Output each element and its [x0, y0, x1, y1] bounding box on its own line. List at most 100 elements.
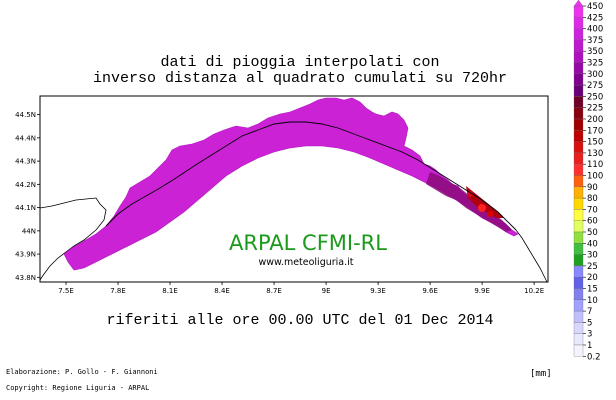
x-tick-label: 8.7E	[266, 287, 282, 295]
legend-color-band	[573, 197, 584, 210]
x-tick-label: 9.9E	[474, 287, 490, 295]
x-tick-label: 8.4E	[214, 287, 230, 295]
y-tick-label: 44N	[22, 227, 36, 235]
legend-color-band	[573, 288, 584, 300]
legend-level-label: 250	[587, 92, 603, 102]
legend-color-band	[573, 322, 584, 334]
legend-level-label: 15	[587, 285, 598, 295]
unit-label: [mm]	[530, 369, 552, 379]
legend-level-label: 425	[587, 13, 603, 23]
legend-color-band	[573, 152, 584, 165]
legend-color-band	[573, 299, 584, 312]
legend-color-band	[573, 209, 584, 221]
legend-color-band	[573, 107, 584, 120]
y-axis-ticks: 44.5N 44.4N 44.3N 44.2N 44.1N 44N 43.9N 43.8N	[15, 111, 40, 282]
legend-level-label: 225	[587, 104, 603, 114]
legend-level-label: 5	[587, 318, 592, 328]
credit-copyright: Copyright: Regione Liguria - ARPAL	[6, 384, 150, 392]
legend-color-band	[573, 164, 584, 176]
x-tick-label: 9E	[322, 287, 331, 295]
legend-color-band	[573, 220, 584, 233]
legend-level-label: 40	[587, 239, 598, 249]
legend-color-band	[573, 175, 584, 187]
y-tick-label: 44.1N	[15, 204, 36, 212]
legend-color-band	[573, 28, 584, 41]
legend-level-label: 170	[587, 126, 603, 136]
legend-color-band	[573, 96, 584, 108]
legend-color-band	[573, 333, 584, 346]
legend-level-label: 10	[587, 296, 598, 306]
legend-color-band	[573, 73, 584, 86]
legend-level-label: 325	[587, 59, 603, 69]
watermark-title: ARPAL CFMI-RL	[229, 231, 387, 255]
map-title-line-1: dati di pioggia interpolati con	[160, 54, 440, 71]
y-tick-label: 43.9N	[15, 251, 36, 259]
legend-level-label: 1	[587, 341, 592, 351]
x-tick-label: 10.2E	[524, 287, 544, 295]
x-tick-label: 7.8E	[110, 287, 126, 295]
legend-level-label: 0.2	[587, 352, 601, 362]
x-axis-ticks: 7.5E 7.8E 8.1E 8.4E 8.7E 9E 9.3E 9.6E 9.9E 10.2E	[58, 282, 544, 295]
legend-level-label: 100	[587, 172, 603, 182]
legend-color-band	[573, 51, 584, 63]
x-tick-label: 9.6E	[422, 287, 438, 295]
legend-color-band	[573, 5, 584, 18]
peak-rain-spot	[487, 211, 493, 217]
legend-level-label: 70	[587, 205, 598, 215]
y-tick-label: 43.8N	[15, 274, 36, 282]
legend-color-band	[573, 39, 584, 52]
legend-color-band	[573, 141, 584, 154]
y-tick-label: 44.3N	[15, 158, 36, 166]
legend-level-label: 350	[587, 47, 603, 57]
legend-level-label: 275	[587, 81, 603, 91]
y-tick-label: 44.2N	[15, 181, 36, 189]
legend-level-label: 300	[587, 70, 603, 80]
legend-level-label: 25	[587, 262, 598, 272]
y-tick-label: 44.4N	[15, 134, 36, 142]
coastline-tuscany	[515, 229, 548, 283]
color-scale-legend: 4504254003753503253002752502252001701501…	[573, 0, 603, 362]
map-title-line-2: inverso distanza al quadrato cumulati su…	[92, 70, 508, 87]
legend-level-label: 375	[587, 36, 603, 46]
legend-color-band	[573, 265, 584, 278]
x-tick-label: 9.3E	[370, 287, 386, 295]
legend-level-label: 30	[587, 251, 598, 261]
legend-color-band	[573, 310, 584, 323]
map-subtitle: riferiti alle ore 00.00 UTC del 01 Dec 2…	[106, 312, 494, 329]
legend-level-label: 50	[587, 228, 598, 238]
legend-color-band	[573, 130, 584, 142]
legend-color-band	[573, 231, 584, 244]
legend-color-band	[573, 118, 584, 131]
x-tick-label: 8.1E	[162, 287, 178, 295]
legend-color-band	[573, 254, 584, 267]
legend-color-band	[573, 277, 584, 289]
legend-level-label: 110	[587, 160, 603, 170]
legend-level-label: 80	[587, 194, 598, 204]
legend-level-label: 150	[587, 138, 603, 148]
legend-level-label: 3	[587, 330, 592, 340]
legend-level-label: 7	[587, 307, 592, 317]
legend-level-label: 400	[587, 25, 603, 35]
y-tick-label: 44.5N	[15, 111, 36, 119]
x-tick-label: 7.5E	[58, 287, 74, 295]
legend-level-label: 90	[587, 183, 598, 193]
legend-color-band	[573, 17, 584, 29]
legend-color-band	[573, 243, 584, 255]
liguria-rain-region	[63, 97, 519, 271]
legend-level-label: 130	[587, 149, 603, 159]
watermark-url: www.meteoliguria.it	[258, 257, 353, 268]
legend-color-band	[573, 84, 584, 97]
coastline-liguria	[105, 121, 517, 231]
legend-level-label: 20	[587, 273, 598, 283]
heavy-rain-area	[426, 172, 512, 232]
legend-level-label: 60	[587, 217, 598, 227]
credit-elaboration: Elaborazione: P. Gollo - F. Giannoni	[6, 368, 158, 376]
legend-level-label: 450	[587, 2, 603, 12]
legend-color-band	[573, 62, 584, 74]
legend-level-label: 200	[587, 115, 603, 125]
legend-color-band	[573, 186, 584, 199]
coastline-france	[39, 197, 107, 281]
legend-color-band	[573, 344, 584, 357]
peak-rain-spot	[467, 191, 473, 197]
